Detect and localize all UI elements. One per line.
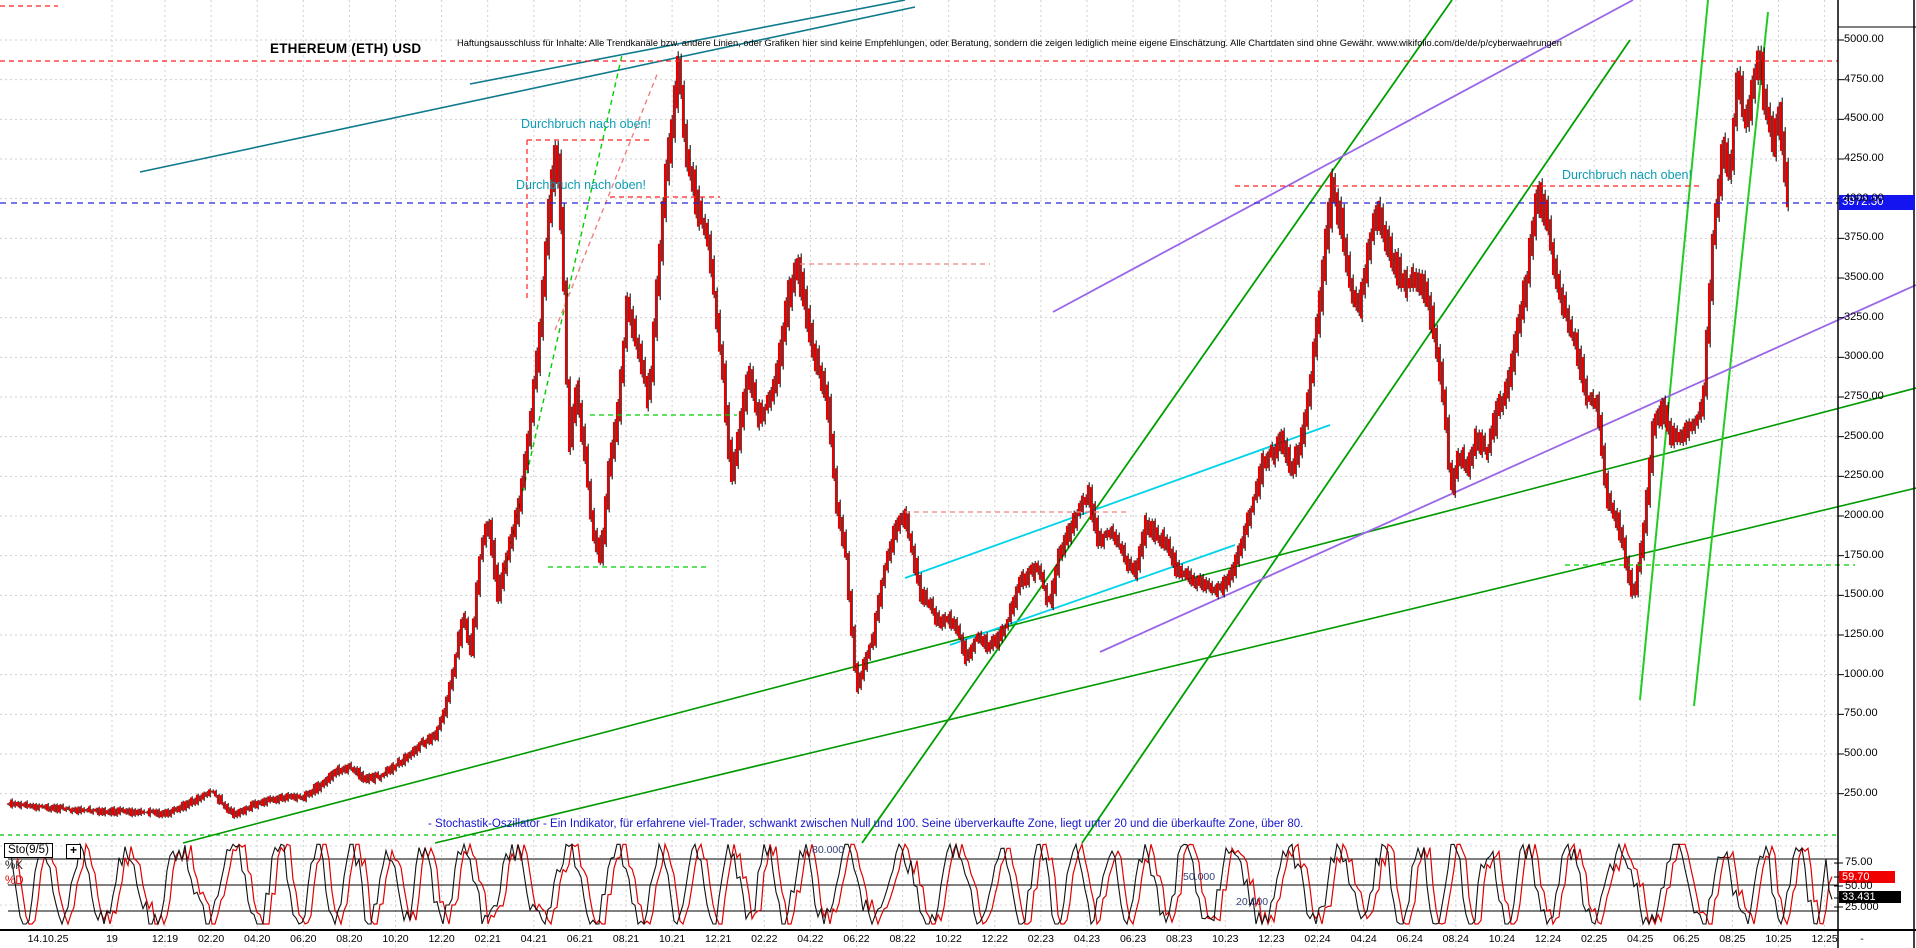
price-axis-label: 500.00 [1844,747,1878,759]
grid [0,0,1838,948]
date-axis-label: 08.25 [1719,933,1746,945]
date-axis-label: 10.25 [1765,933,1792,945]
date-axis-label: 02.20 [197,933,225,945]
price-axis-label: 3250.00 [1844,310,1884,323]
date-axis-label: 19 [106,933,118,945]
date-axis-label: 04.21 [520,933,547,945]
price-axis-label: 4750.00 [1844,72,1884,85]
date-axis-label: 10.20 [382,933,409,945]
price-axis-label: 3000.00 [1844,350,1884,363]
stochastic-oscillator [7,841,1838,927]
date-axis-label: 02.25 [1580,933,1608,945]
date-axis-label: 10.22 [935,933,962,945]
percent-d-value-tag: 59.70 [1839,871,1895,883]
date-axis-label: 06.21 [566,933,594,945]
date-axis-label: 12.22 [981,933,1008,945]
date-axis-label: 08.23 [1166,933,1193,945]
date-axis-label: 04.25 [1627,933,1654,945]
date-axis-label: 10.21 [658,933,686,945]
date-axis-label: 06.22 [843,933,870,945]
price-axis-label: 1250.00 [1844,628,1884,640]
date-axis-label: 06.25 [1673,933,1700,945]
date-axis-label: 10.23 [1212,933,1239,945]
date-axis-label: - [1860,933,1864,945]
price-axis-label: 1000.00 [1844,667,1884,680]
breakout-annotation: Durchbruch nach oben! [1562,168,1692,182]
breakout-annotation: Durchbruch nach oben! [521,117,651,131]
price-axis-label: 3750.00 [1844,231,1884,244]
date-axis-label: 08.20 [336,933,363,945]
chart-title: ETHEREUM (ETH) USD [270,41,422,56]
date-axis-label: 06.24 [1396,933,1423,945]
date-axis-label: 10.24 [1488,933,1516,945]
plus-icon[interactable]: + [66,844,81,859]
price-axis-label: 3500.00 [1844,271,1884,283]
date-axis-label: 04.22 [797,933,824,945]
date-axis-label: 12.24 [1534,933,1562,945]
date-axis-label: 02.24 [1304,933,1331,945]
oscillator-axis-label: 75.00 [1845,856,1873,868]
date-axis-label: 12.21 [705,933,732,945]
price-axis-label: 1750.00 [1844,548,1884,561]
trend-lines [139,0,1916,844]
date-axis-label: 08.21 [612,933,640,945]
date-axis-label: 08.22 [889,933,916,945]
candles [6,45,1789,820]
price-axis-label: 1500.00 [1844,588,1884,601]
date-axis-label: 12.23 [1258,933,1285,945]
disclaimer-text: Haftungsausschluss für Inhalte: Alle Tre… [457,38,1562,48]
price-axis-label: 2750.00 [1844,390,1884,402]
date-axis-label: 02.22 [751,933,778,945]
oscillator-level-label: 80.000 [812,844,845,856]
oscillator-level-label: 20.000 [1236,896,1269,908]
date-axis-label: 12.25 [1811,933,1838,945]
date-axis-label: 04.24 [1350,933,1377,945]
price-axis-label: 2000.00 [1844,509,1884,521]
price-axis-label: 2250.00 [1844,469,1884,482]
date-axis-label: 12.20 [428,933,455,945]
price-axis-label: 4250.00 [1844,152,1884,164]
breakout-annotation: Durchbruch nach oben! [516,178,646,192]
current-price-tag: 3972.30 [1839,195,1915,211]
level-lines [0,5,1855,836]
date-axis-label: 04.20 [244,933,271,945]
price-axis-label: 5000.00 [1844,33,1884,45]
price-axis-label: 750.00 [1844,707,1878,720]
oscillator-axis-label: 50.00 [1845,880,1873,892]
date-axis-label: 06.20 [290,933,317,945]
date-axis-label: 12.19 [151,933,179,945]
date-axis-label: 08.24 [1442,933,1469,945]
date-axis-label: 04.23 [1073,933,1101,945]
percent-d-label: %D [5,875,24,887]
price-axis-label: 2500.00 [1844,429,1884,442]
date-axis-label: 02.21 [474,933,501,945]
stochastic-description: - Stochastik-Oszillator - Ein Indikator,… [428,818,1304,830]
date-axis-label: 06.23 [1119,933,1147,945]
date-axis-label: 02.23 [1027,933,1055,945]
stochastic-indicator-button[interactable]: Sto(9/5) [4,843,53,859]
percent-k-label: %K [5,860,23,872]
price-axis-label: 4500.00 [1844,112,1884,125]
price-axis-label: 4000.00 [1844,191,1884,204]
oscillator-level-label: 50.000 [1183,871,1216,883]
percent-k-value-tag: 33.431 [1839,891,1901,903]
price-axis-label: 250.00 [1844,786,1878,799]
date-axis-label: 14.10.25 [27,933,69,945]
oscillator-axis-label: 25.000 [1845,901,1879,913]
